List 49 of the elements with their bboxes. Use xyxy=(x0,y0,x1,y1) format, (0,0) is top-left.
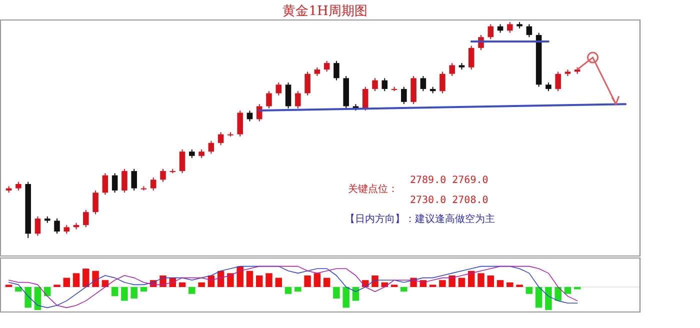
bar xyxy=(102,280,109,287)
bar xyxy=(266,273,272,287)
bar xyxy=(352,287,360,301)
bar xyxy=(275,278,282,287)
bar xyxy=(468,270,475,287)
bar xyxy=(554,287,562,301)
bar xyxy=(458,278,466,287)
bar xyxy=(400,287,408,292)
bar xyxy=(314,273,321,287)
bar xyxy=(342,287,350,308)
annotation: 2730.0 2708.0 xyxy=(410,195,488,206)
annotation: 2789.0 2769.0 xyxy=(410,175,488,186)
bar xyxy=(333,287,340,298)
bar xyxy=(15,287,22,292)
annotation: 关键点位： xyxy=(348,183,398,195)
annotation: 【日内方向】：建议逢高做空为主 xyxy=(345,213,495,225)
bar xyxy=(178,282,186,287)
bar xyxy=(487,276,494,287)
bar xyxy=(496,280,504,287)
bar xyxy=(323,278,330,287)
bar xyxy=(535,287,542,308)
bar xyxy=(439,280,446,287)
bar xyxy=(506,282,514,287)
bar xyxy=(82,268,90,287)
chart-title: 黄金1H周期图 xyxy=(282,4,368,19)
bar xyxy=(72,273,80,287)
bar xyxy=(227,273,234,287)
bar xyxy=(236,266,244,287)
bar xyxy=(188,287,196,294)
bar xyxy=(526,287,533,294)
bar xyxy=(478,273,484,287)
bar xyxy=(24,287,32,308)
bar xyxy=(545,287,552,310)
bar xyxy=(63,278,70,287)
bar xyxy=(284,287,292,294)
bar xyxy=(564,287,572,294)
bar xyxy=(448,276,456,287)
bar xyxy=(304,276,311,287)
bar xyxy=(34,287,42,310)
bar xyxy=(246,270,254,287)
bar xyxy=(111,287,118,296)
bar xyxy=(130,287,138,298)
bar xyxy=(256,276,263,287)
bar xyxy=(92,270,99,287)
bar xyxy=(121,287,128,301)
bar xyxy=(294,287,302,292)
bar xyxy=(140,287,148,292)
bar xyxy=(198,282,205,287)
bar xyxy=(372,276,378,287)
